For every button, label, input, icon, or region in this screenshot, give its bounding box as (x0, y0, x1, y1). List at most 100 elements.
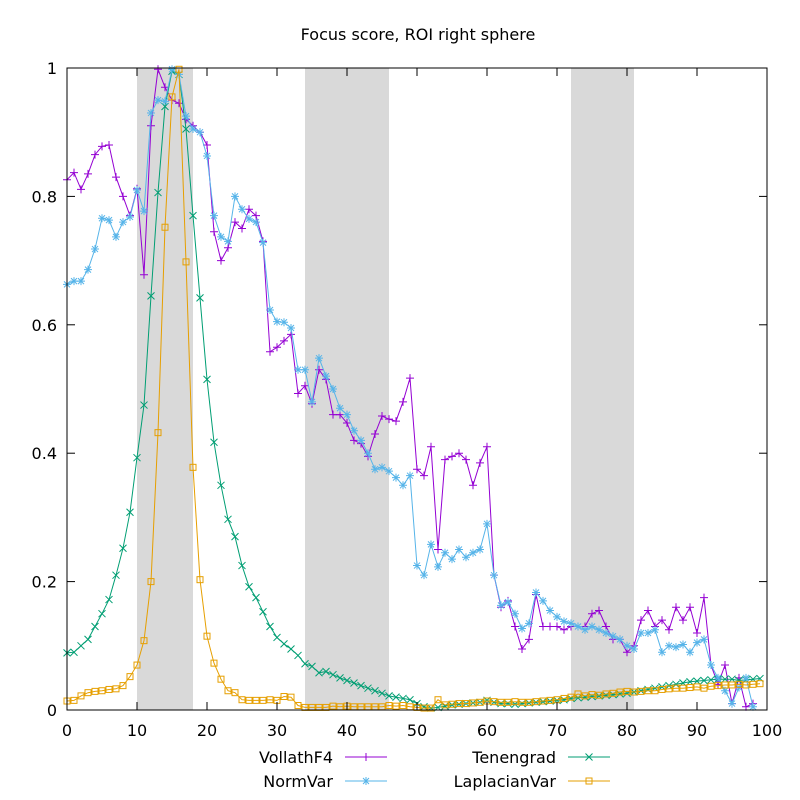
data-point-vollathf4 (154, 65, 162, 74)
shaded-bands (137, 68, 634, 710)
data-point-vollathf4 (98, 142, 106, 151)
data-point-normvar (168, 65, 176, 74)
data-point-vollathf4 (266, 347, 274, 356)
data-point-vollathf4 (455, 449, 463, 458)
legend-marker-normvar (362, 777, 370, 785)
data-point-vollathf4 (588, 609, 596, 618)
legend-label-vollathf4: VollathF4 (259, 748, 333, 767)
data-point-tenengrad (70, 648, 78, 657)
data-point-laplacianvar (728, 681, 736, 689)
data-point-laplacianvar (714, 682, 722, 690)
data-point-normvar (259, 238, 267, 247)
data-point-normvar (217, 232, 225, 241)
data-point-vollathf4 (469, 481, 477, 490)
data-point-laplacianvar (252, 696, 260, 704)
data-point-laplacianvar (245, 696, 253, 704)
data-point-laplacianvar (490, 698, 498, 706)
data-point-laplacianvar (147, 578, 155, 586)
data-point-vollathf4 (483, 442, 491, 451)
data-point-laplacianvar (175, 65, 183, 73)
data-point-vollathf4 (392, 417, 400, 426)
data-point-vollathf4 (231, 218, 239, 227)
data-point-normvar (651, 625, 659, 634)
data-point-normvar (154, 96, 162, 105)
shaded-band-3 (571, 68, 634, 710)
data-point-vollathf4 (511, 622, 519, 631)
x-tick-label: 80 (617, 721, 637, 740)
data-point-normvar (574, 622, 582, 631)
data-point-vollathf4 (448, 452, 456, 461)
data-point-vollathf4 (112, 173, 120, 182)
data-point-normvar (245, 214, 253, 223)
data-point-normvar (420, 571, 428, 580)
data-point-vollathf4 (210, 227, 218, 236)
data-point-normvar (224, 237, 232, 246)
data-point-normvar (301, 365, 309, 374)
data-point-tenengrad (602, 691, 610, 700)
data-point-tenengrad (588, 692, 596, 701)
data-point-laplacianvar (427, 704, 435, 712)
data-point-laplacianvar (287, 693, 295, 701)
data-point-normvar (406, 471, 414, 480)
data-point-normvar (133, 185, 141, 194)
data-point-tenengrad (301, 659, 309, 668)
data-point-laplacianvar (735, 680, 743, 688)
y-tick-label: 1 (47, 59, 57, 78)
data-point-tenengrad (518, 699, 526, 708)
data-point-normvar (322, 372, 330, 381)
legend-label-normvar: NormVar (263, 772, 333, 791)
data-point-tenengrad (266, 622, 274, 631)
data-point-normvar (182, 112, 190, 121)
y-tick-label: 0 (47, 701, 57, 720)
data-point-normvar (497, 601, 505, 610)
data-point-laplacianvar (385, 702, 393, 710)
data-point-tenengrad (238, 561, 246, 570)
data-point-tenengrad (126, 508, 134, 517)
y-tick-label: 0.2 (32, 573, 57, 592)
data-point-laplacianvar (77, 692, 85, 700)
data-point-normvar (490, 571, 498, 580)
data-point-tenengrad (112, 571, 120, 580)
x-tick-label: 40 (337, 721, 357, 740)
data-point-laplacianvar (476, 698, 484, 706)
data-point-vollathf4 (441, 455, 449, 464)
data-point-vollathf4 (553, 622, 561, 631)
data-point-vollathf4 (91, 150, 99, 159)
data-point-normvar (70, 277, 78, 286)
data-point-vollathf4 (245, 205, 253, 214)
legend: VollathF4 Tenengrad NormVar LaplacianVar (259, 748, 610, 791)
data-point-vollathf4 (686, 603, 694, 612)
data-point-laplacianvar (679, 684, 687, 692)
series-layer (63, 65, 764, 712)
legend-marker-laplacianvar (585, 777, 593, 785)
data-point-laplacianvar (560, 694, 568, 702)
data-point-vollathf4 (434, 545, 442, 554)
data-point-tenengrad (644, 685, 652, 694)
data-point-tenengrad (364, 684, 372, 693)
data-point-normvar (476, 545, 484, 554)
data-point-laplacianvar (91, 687, 99, 695)
data-point-normvar (602, 628, 610, 637)
data-point-normvar (189, 124, 197, 133)
data-point-vollathf4 (140, 270, 148, 279)
data-point-normvar (469, 548, 477, 557)
data-point-normvar (623, 641, 631, 650)
chart-title: Focus score, ROI right sphere (301, 25, 536, 44)
data-point-laplacianvar (434, 696, 442, 704)
data-point-laplacianvar (105, 685, 113, 693)
data-point-tenengrad (203, 375, 211, 384)
legend-marker-tenengrad (585, 753, 593, 761)
data-point-laplacianvar (511, 698, 519, 706)
data-point-laplacianvar (448, 700, 456, 708)
data-point-normvar (609, 632, 617, 641)
data-point-normvar (91, 245, 99, 254)
data-point-normvar (560, 617, 568, 626)
data-point-normvar (231, 192, 239, 201)
data-point-normvar (161, 97, 169, 106)
data-point-vollathf4 (539, 622, 547, 631)
data-point-tenengrad (287, 645, 295, 653)
data-point-laplacianvar (133, 661, 141, 669)
data-point-laplacianvar (196, 576, 204, 584)
data-point-vollathf4 (413, 465, 421, 474)
data-point-tenengrad (147, 292, 155, 300)
